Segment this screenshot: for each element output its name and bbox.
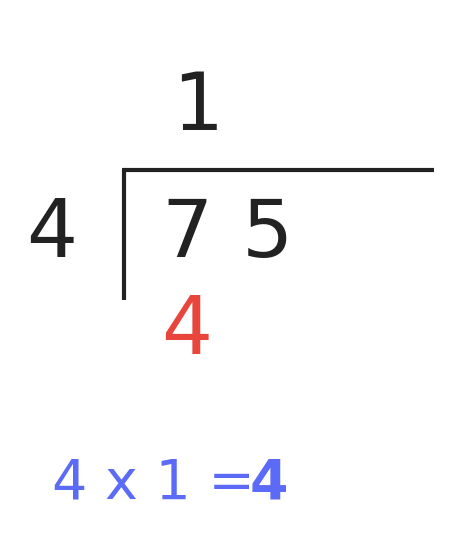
Text: 4: 4	[26, 196, 77, 274]
Text: 4: 4	[161, 293, 212, 371]
Text: 4 x 1 =: 4 x 1 =	[52, 456, 272, 510]
Text: 4: 4	[250, 456, 288, 510]
Text: 5: 5	[242, 196, 293, 274]
Text: 7: 7	[161, 196, 212, 274]
Text: 1: 1	[172, 69, 224, 147]
